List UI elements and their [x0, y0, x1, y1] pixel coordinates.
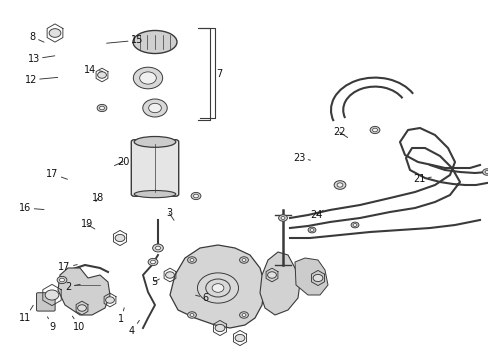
- Text: 13: 13: [27, 54, 55, 64]
- Text: 2: 2: [65, 282, 80, 292]
- Circle shape: [281, 217, 285, 220]
- Polygon shape: [294, 258, 327, 295]
- Text: 17: 17: [58, 262, 77, 273]
- Circle shape: [312, 274, 322, 282]
- Circle shape: [207, 280, 228, 296]
- Circle shape: [49, 29, 61, 37]
- Circle shape: [155, 246, 160, 250]
- Text: 8: 8: [30, 32, 44, 42]
- Text: 3: 3: [166, 208, 174, 220]
- Circle shape: [239, 257, 248, 263]
- Circle shape: [165, 272, 174, 278]
- Ellipse shape: [134, 190, 175, 198]
- Ellipse shape: [133, 31, 177, 54]
- Circle shape: [187, 257, 196, 263]
- Text: 22: 22: [332, 127, 347, 138]
- Text: 15: 15: [106, 35, 143, 45]
- Circle shape: [191, 192, 201, 199]
- Polygon shape: [260, 252, 299, 315]
- Text: 10: 10: [72, 316, 85, 332]
- Circle shape: [336, 183, 342, 187]
- Text: 18: 18: [91, 193, 104, 203]
- Circle shape: [152, 244, 163, 252]
- Circle shape: [242, 258, 245, 261]
- Circle shape: [197, 273, 238, 303]
- Circle shape: [372, 128, 377, 132]
- Circle shape: [100, 106, 104, 110]
- Polygon shape: [170, 245, 264, 328]
- Text: 19: 19: [81, 219, 95, 229]
- Text: 23: 23: [292, 153, 310, 163]
- Text: 24: 24: [309, 210, 323, 220]
- Text: 5: 5: [151, 276, 159, 287]
- Circle shape: [78, 305, 86, 311]
- Circle shape: [212, 284, 224, 292]
- Polygon shape: [58, 268, 110, 315]
- Circle shape: [307, 227, 315, 233]
- Text: 1: 1: [118, 308, 124, 324]
- Text: 6: 6: [195, 293, 208, 303]
- Circle shape: [97, 104, 107, 112]
- Circle shape: [235, 334, 244, 342]
- Circle shape: [484, 171, 488, 174]
- Text: 17: 17: [46, 169, 67, 179]
- Circle shape: [215, 324, 224, 332]
- Circle shape: [190, 258, 194, 261]
- Circle shape: [482, 169, 488, 175]
- Circle shape: [187, 312, 196, 318]
- FancyBboxPatch shape: [37, 293, 55, 311]
- Text: 20: 20: [114, 157, 129, 167]
- Text: 12: 12: [24, 75, 58, 85]
- Circle shape: [148, 258, 158, 266]
- Text: 14: 14: [84, 65, 102, 75]
- Circle shape: [60, 278, 64, 282]
- Text: 11: 11: [19, 305, 33, 323]
- FancyBboxPatch shape: [131, 140, 178, 196]
- Text: 4: 4: [129, 320, 139, 336]
- Circle shape: [239, 312, 248, 318]
- Circle shape: [193, 194, 198, 198]
- Circle shape: [205, 279, 230, 297]
- Circle shape: [45, 290, 59, 300]
- Circle shape: [150, 260, 155, 264]
- Circle shape: [57, 276, 67, 284]
- Text: 16: 16: [19, 203, 44, 213]
- Circle shape: [267, 272, 276, 278]
- Circle shape: [369, 126, 379, 134]
- Circle shape: [133, 67, 163, 89]
- Circle shape: [142, 99, 167, 117]
- Circle shape: [352, 224, 356, 226]
- Circle shape: [309, 229, 313, 231]
- Circle shape: [190, 314, 194, 316]
- Text: 7: 7: [216, 69, 222, 79]
- Circle shape: [140, 72, 156, 84]
- Circle shape: [148, 103, 161, 113]
- Text: 21: 21: [412, 174, 430, 184]
- Ellipse shape: [134, 136, 175, 147]
- Circle shape: [105, 297, 114, 303]
- Circle shape: [242, 314, 245, 316]
- Circle shape: [98, 72, 106, 78]
- Text: 9: 9: [47, 317, 56, 332]
- Circle shape: [115, 234, 124, 242]
- Circle shape: [278, 215, 287, 221]
- Circle shape: [350, 222, 358, 228]
- Circle shape: [333, 181, 345, 189]
